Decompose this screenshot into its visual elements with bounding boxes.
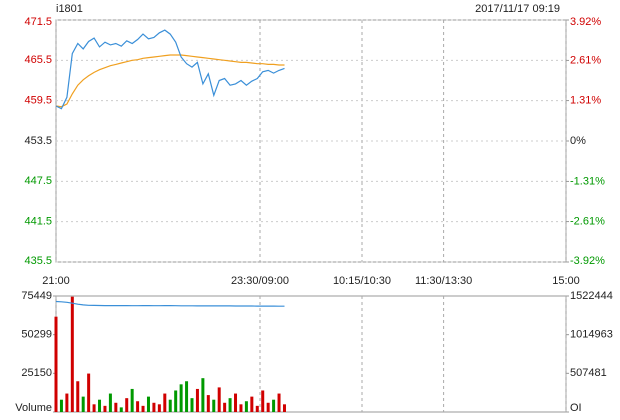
x-tick-label: 21:00 [42, 275, 70, 287]
volume-bar [206, 395, 210, 412]
price-line [55, 29, 285, 110]
volume-bar [201, 378, 205, 412]
volume-bar [185, 381, 189, 412]
x-tick-label: 15:00 [552, 275, 580, 287]
y2-tick-label: 1014963 [570, 329, 613, 341]
y2-tick-label: 1.31% [570, 94, 601, 106]
y2-tick-label: 3.92% [570, 16, 601, 28]
volume-bar [114, 402, 118, 412]
volume-bar [108, 393, 112, 412]
volume-bar [255, 405, 259, 412]
volume-bar [92, 404, 96, 412]
volume-bar [223, 402, 227, 412]
volume-bar [81, 396, 85, 412]
y2-tick-label: 507481 [570, 367, 607, 379]
y2-tick-label: 1522444 [570, 290, 613, 302]
price-line [55, 54, 285, 108]
x-tick-label: 23:30/09:00 [231, 275, 289, 287]
y-tick-label: 50299 [21, 329, 52, 341]
y-tick-label: 25150 [21, 367, 52, 379]
volume-bar [54, 316, 58, 412]
volume-bar [168, 399, 172, 412]
x-tick-label: 10:15/10:30 [333, 275, 391, 287]
y-tick-label: 441.5 [24, 216, 52, 228]
volume-bar [266, 402, 270, 412]
y-tick-label: 453.5 [24, 135, 52, 147]
volume-bar [136, 401, 140, 412]
volume-bar [261, 390, 265, 412]
y-tick-label: 75449 [21, 290, 52, 302]
volume-bar [190, 398, 194, 412]
volume-bar [217, 387, 221, 412]
volume-bar [146, 396, 150, 412]
volume-bar [228, 398, 232, 412]
volume-bar [98, 399, 102, 412]
volume-bar [277, 393, 281, 412]
volume-bar [87, 373, 91, 412]
y2-tick-label: -3.92% [570, 255, 605, 267]
volume-bar [141, 405, 145, 412]
volume-bar [282, 404, 286, 412]
volume-bar [130, 388, 134, 412]
oi-line [55, 300, 285, 307]
y2-tick-label: 0% [570, 135, 586, 147]
volume-bar [157, 404, 161, 412]
volume-bar [174, 390, 178, 412]
y2-tick-label: 2.61% [570, 54, 601, 66]
volume-bar [163, 393, 167, 412]
chart-title: i1801 [56, 3, 83, 15]
y-tick-label: 465.5 [24, 54, 52, 66]
volume-bar [65, 393, 69, 412]
y2-tick-label: -2.61% [570, 215, 605, 227]
volume-bar [239, 404, 243, 412]
y-tick-label: 435.5 [24, 255, 52, 267]
volume-bar [195, 388, 199, 412]
y-tick-label: Volume [15, 402, 52, 414]
volume-bar [272, 399, 276, 412]
volume-bar [76, 381, 80, 412]
y2-tick-label: -1.31% [570, 175, 605, 187]
volume-bar [212, 399, 216, 412]
volume-bar [250, 396, 254, 412]
y2-tick-label: OI [570, 402, 582, 414]
volume-bar [70, 296, 74, 412]
x-tick-label: 11:30/13:30 [415, 275, 472, 287]
volume-bar [125, 398, 129, 412]
y-tick-label: 447.5 [24, 175, 52, 187]
y-tick-label: 471.5 [24, 16, 52, 28]
volume-bar [179, 384, 183, 412]
volume-bar [59, 399, 63, 412]
y-tick-label: 459.5 [24, 95, 52, 107]
volume-bar [119, 407, 123, 412]
volume-bar [234, 393, 238, 412]
chart-date: 2017/11/17 09:19 [475, 3, 560, 15]
volume-bar [103, 405, 107, 412]
volume-bar [152, 402, 156, 412]
volume-bar [244, 401, 248, 412]
